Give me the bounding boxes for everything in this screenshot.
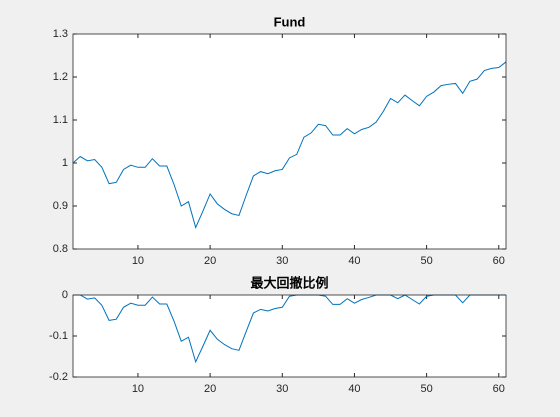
y-tick-label: 0.9 bbox=[53, 200, 68, 212]
y-tick-label: 1.2 bbox=[53, 71, 68, 83]
y-tick-label: 1.3 bbox=[53, 28, 68, 40]
y-tick-label: -0.1 bbox=[49, 330, 68, 342]
data-line bbox=[72, 61, 507, 229]
x-tick-label: 10 bbox=[132, 383, 144, 395]
x-tick-label: 40 bbox=[348, 383, 360, 395]
x-tick-label: 60 bbox=[493, 383, 505, 395]
x-tick-label: 40 bbox=[348, 255, 360, 267]
x-tick-label: 50 bbox=[420, 255, 432, 267]
y-tick-label: 0 bbox=[62, 289, 68, 301]
y-tick-label: 1.1 bbox=[53, 114, 68, 126]
y-tick-label: -0.2 bbox=[49, 371, 68, 383]
axes-box bbox=[72, 294, 507, 378]
x-tick-label: 60 bbox=[493, 255, 505, 267]
x-tick-label: 10 bbox=[132, 255, 144, 267]
chart-title: Fund bbox=[274, 14, 306, 29]
x-tick-label: 20 bbox=[204, 255, 216, 267]
x-tick-label: 50 bbox=[420, 383, 432, 395]
y-tick-label: 1 bbox=[62, 157, 68, 169]
x-tick-label: 30 bbox=[276, 383, 288, 395]
x-tick-label: 20 bbox=[204, 383, 216, 395]
chart-title: 最大回撤比例 bbox=[250, 275, 328, 290]
x-tick-label: 30 bbox=[276, 255, 288, 267]
axes-background bbox=[73, 295, 506, 377]
axes-background bbox=[73, 34, 506, 249]
y-tick-label: 0.8 bbox=[53, 243, 68, 255]
axes-box bbox=[72, 33, 507, 250]
